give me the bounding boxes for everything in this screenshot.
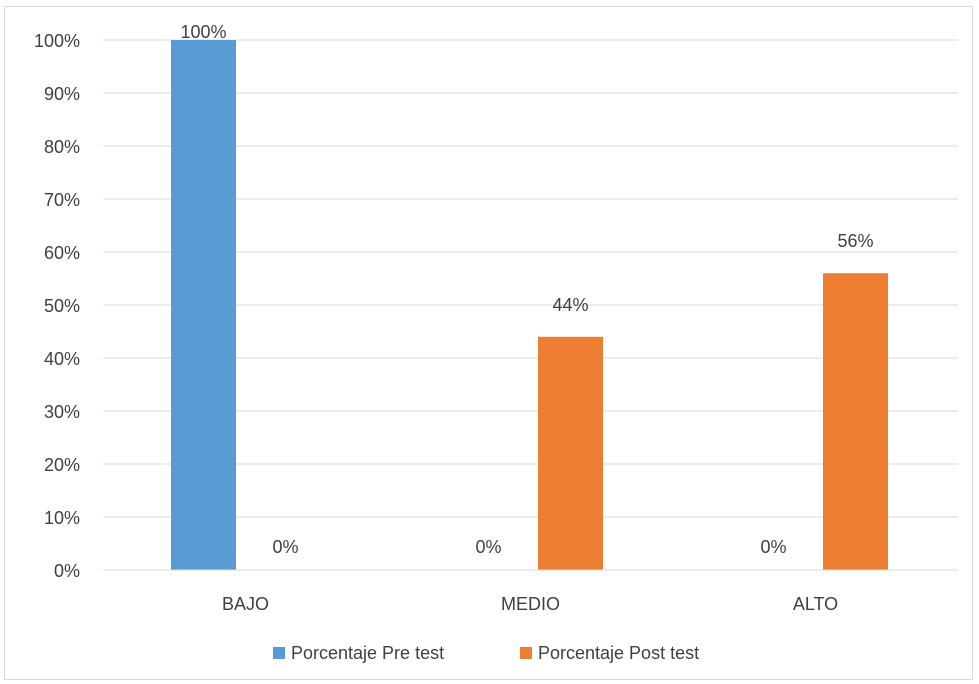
data-label: 0% xyxy=(272,537,298,557)
data-label: 0% xyxy=(475,537,501,557)
y-tick-label: 20% xyxy=(44,455,80,475)
y-tick-label: 40% xyxy=(44,349,80,369)
chart-frame xyxy=(4,6,973,680)
x-tick-label: BAJO xyxy=(222,594,269,614)
y-tick-label: 30% xyxy=(44,402,80,422)
data-label: 0% xyxy=(760,537,786,557)
y-tick-label: 80% xyxy=(44,137,80,157)
y-tick-label: 50% xyxy=(44,296,80,316)
y-tick-label: 10% xyxy=(44,508,80,528)
x-tick-label: MEDIO xyxy=(501,594,560,614)
legend-label: Porcentaje Pre test xyxy=(291,643,444,663)
y-tick-label: 70% xyxy=(44,190,80,210)
x-tick-label: ALTO xyxy=(793,594,838,614)
data-label: 100% xyxy=(180,22,226,42)
legend-label: Porcentaje Post test xyxy=(538,643,699,663)
legend-swatch xyxy=(520,647,532,659)
y-tick-label: 60% xyxy=(44,243,80,263)
data-label: 44% xyxy=(552,295,588,315)
bar-porcentaje-post-test-medio xyxy=(538,336,603,570)
y-tick-label: 100% xyxy=(34,31,80,51)
y-tick-label: 90% xyxy=(44,84,80,104)
legend-swatch xyxy=(273,647,285,659)
data-label: 56% xyxy=(837,231,873,251)
bar-porcentaje-post-test-alto xyxy=(823,273,888,570)
y-tick-label: 0% xyxy=(54,561,80,581)
bar-porcentaje-pre-test-bajo xyxy=(171,40,236,570)
